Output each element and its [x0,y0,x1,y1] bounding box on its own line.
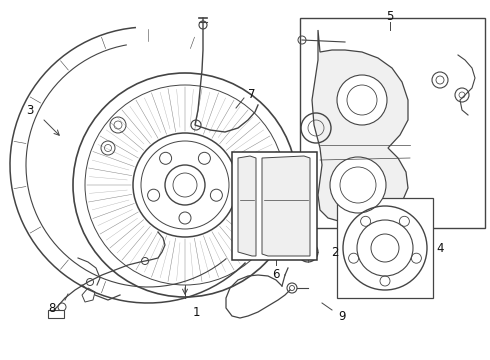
Text: 5: 5 [386,9,393,22]
Bar [232,152,317,260]
Polygon shape [337,198,433,298]
Text: 9: 9 [338,310,346,324]
Polygon shape [238,156,256,256]
Text: 4: 4 [436,242,444,255]
Polygon shape [262,156,310,256]
Polygon shape [312,30,408,224]
Circle shape [337,75,387,125]
Bar [48,310,64,318]
Polygon shape [82,288,95,302]
Text: 1: 1 [192,306,200,319]
Text: 3: 3 [26,104,34,117]
Text: 8: 8 [49,302,56,315]
Circle shape [330,157,386,213]
Text: 7: 7 [248,87,256,100]
Bar [300,18,485,228]
Text: 2: 2 [331,246,339,258]
Text: 6: 6 [272,269,280,282]
